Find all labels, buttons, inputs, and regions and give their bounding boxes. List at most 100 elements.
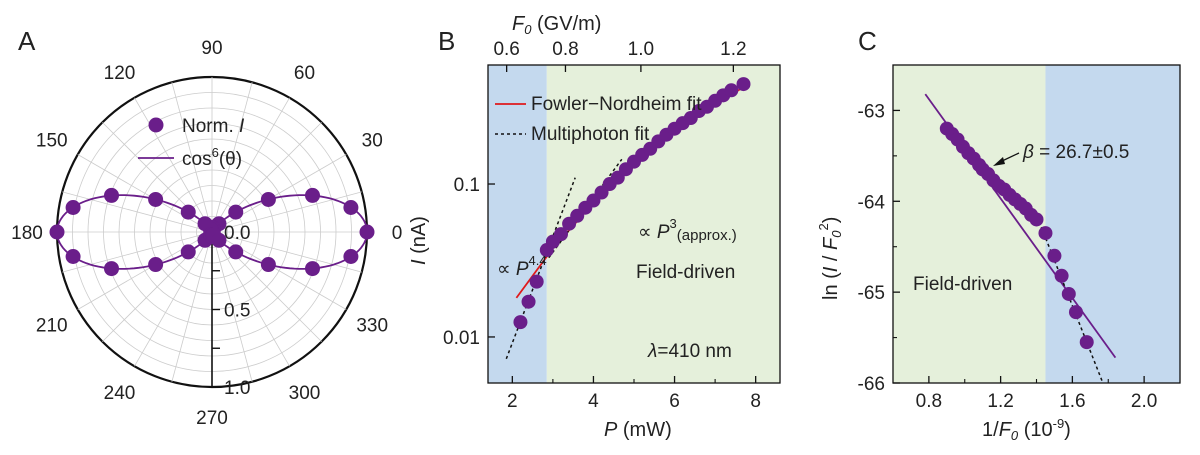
polar-data-point — [260, 191, 276, 207]
panel-c-ytick-label: -65 — [858, 283, 885, 304]
polar-angle-label: 270 — [196, 408, 228, 429]
polar-grid-spoke — [171, 231, 213, 382]
polar-grid-spoke — [134, 231, 213, 367]
polar-radial-label: 0.5 — [224, 301, 250, 322]
panel-c-data-point — [1054, 268, 1069, 283]
panel-c-data-point — [1079, 335, 1094, 350]
polar-data-point — [148, 191, 164, 207]
lambda-annotation: λ=410 nm — [647, 341, 732, 362]
polar-grid-spoke — [62, 231, 213, 273]
polar-grid-spoke — [62, 191, 213, 233]
panel-b-data-point — [521, 294, 536, 309]
legend-b: Fowler−Nordheim fit Multiphoton fit — [495, 94, 702, 145]
panel-b-xlabel: P (mW) — [604, 419, 672, 441]
panel-c-xtick-label: 1.2 — [987, 391, 1013, 412]
panel-b-top-xtick-label: 1.2 — [720, 39, 746, 60]
region-label-c: Field-driven — [913, 274, 1012, 295]
panel-b-ylabel: I (nA) — [408, 216, 430, 265]
polar-angle-label: 300 — [289, 383, 321, 404]
panel-b-xtick-label: 4 — [588, 391, 599, 412]
polar-angle-label: 60 — [294, 63, 315, 84]
legend-a-line-label: cos6(θ) — [182, 145, 242, 170]
panel-c: C 0.8 1.2 1.6 2.0 -63 -64 -65 -66 1/F0 (10-9) l… — [816, 26, 1181, 443]
polar-angle-label: 210 — [36, 316, 68, 337]
polar-angle-label: 240 — [104, 383, 136, 404]
polar-data-point — [343, 200, 359, 216]
panel-c-ytick-label: -64 — [858, 192, 886, 213]
panel-b-xtick-label: 6 — [669, 391, 680, 412]
panel-b: B 2 4 6 8 0.6 0.8 1.0 1.2 0.01 0.1 F0 (GV/m) P (m… — [408, 13, 781, 441]
panel-c-xtick-label: 1.6 — [1059, 391, 1085, 412]
polar-data-point — [180, 204, 196, 220]
panel-c-label: C — [858, 26, 877, 56]
panel-b-label: B — [438, 26, 455, 56]
polar-data-point — [305, 261, 321, 277]
polar-grid-spoke — [77, 231, 213, 310]
beta-annotation: β = 26.7±0.5 — [993, 142, 1129, 166]
panel-b-ytick-label: 0.1 — [454, 175, 480, 196]
panel-b-data-point — [529, 274, 544, 289]
polar-data-point — [211, 232, 227, 248]
region-label-b: Field-driven — [636, 262, 735, 283]
polar-data-point — [228, 204, 244, 220]
polar-grid-spoke — [211, 231, 362, 273]
polar-angle-labels: 0 30 60 90 120 150 180 210 240 270 300 330 — [11, 38, 402, 429]
panel-b-region — [546, 65, 780, 383]
polar-data-point — [305, 187, 321, 203]
polar-angle-label: 150 — [36, 131, 68, 152]
polar-radial-labels: 0.0 0.5 1.0 — [224, 223, 250, 399]
polar-data-point — [180, 244, 196, 260]
panel-c-ticks: 0.8 1.2 1.6 2.0 -63 -64 -65 -66 — [858, 101, 1158, 412]
polar-angle-label: 90 — [201, 38, 222, 59]
panel-c-data-point — [1047, 248, 1062, 263]
polar-angle-label: 30 — [362, 131, 383, 152]
panel-c-ytick-label: -66 — [858, 374, 885, 395]
panel-b-top-xtick-label: 1.0 — [628, 39, 654, 60]
polar-data-point — [359, 224, 375, 240]
panel-c-xtick-label: 2.0 — [1131, 391, 1157, 412]
legend-b-mp-label: Multiphoton fit — [531, 124, 650, 145]
panel-b-data-point — [736, 77, 751, 92]
panel-a-label: A — [18, 26, 36, 56]
polar-angle-label: 0 — [392, 223, 403, 244]
panel-b-ticks: 2 4 6 8 0.6 0.8 1.0 1.2 0.01 0.1 — [443, 39, 761, 412]
polar-data-point — [260, 257, 276, 273]
polar-angle-label: 180 — [11, 223, 43, 244]
polar-data-point — [148, 257, 164, 273]
polar-grid-spoke — [171, 82, 213, 233]
polar-angle-label: 120 — [104, 63, 136, 84]
panel-b-ytick-label: 0.01 — [443, 328, 480, 349]
polar-angle-label: 330 — [356, 316, 388, 337]
panel-c-ytick-label: -63 — [858, 101, 885, 122]
panel-b-top-xtick-label: 0.8 — [552, 39, 578, 60]
polar-data-point — [228, 244, 244, 260]
polar-data-point — [103, 261, 119, 277]
polar-grid-spoke — [211, 97, 290, 233]
legend-b-fn-label: Fowler−Nordheim fit — [531, 94, 702, 115]
polar-grid — [55, 75, 369, 389]
polar-data-point — [343, 248, 359, 264]
panel-b-xtick-label: 8 — [750, 391, 761, 412]
panel-c-data-point — [1029, 212, 1044, 227]
polar-points — [49, 187, 375, 277]
prop-low-annotation: ∝ P4.4 — [497, 253, 547, 280]
panel-c-data-point — [1068, 305, 1083, 320]
panel-c-data-point — [1061, 286, 1076, 301]
panel-c-region — [893, 65, 1046, 383]
panel-c-region — [1045, 65, 1180, 383]
polar-data-point — [49, 224, 65, 240]
polar-grid-spoke — [211, 191, 362, 233]
polar-grid-spoke — [211, 82, 253, 233]
panel-c-ylabel: ln (I / F02) — [816, 217, 844, 300]
legend-a-marker — [148, 117, 164, 133]
legend-a-marker-label: Norm. I — [182, 116, 245, 137]
prop-high-annotation: ∝ P3(approx.) — [638, 216, 737, 244]
panel-c-data-point — [1038, 226, 1053, 241]
panel-b-data-point — [554, 227, 568, 242]
panel-c-xtick-label: 0.8 — [916, 391, 942, 412]
polar-data-point — [65, 200, 81, 216]
panel-a: A 0 30 60 90 120 150 180 210 240 270 300 330 0.0 0.5… — [11, 26, 402, 429]
panel-b-xtick-label: 2 — [507, 391, 518, 412]
panel-b-top-xtick-label: 0.6 — [493, 39, 519, 60]
